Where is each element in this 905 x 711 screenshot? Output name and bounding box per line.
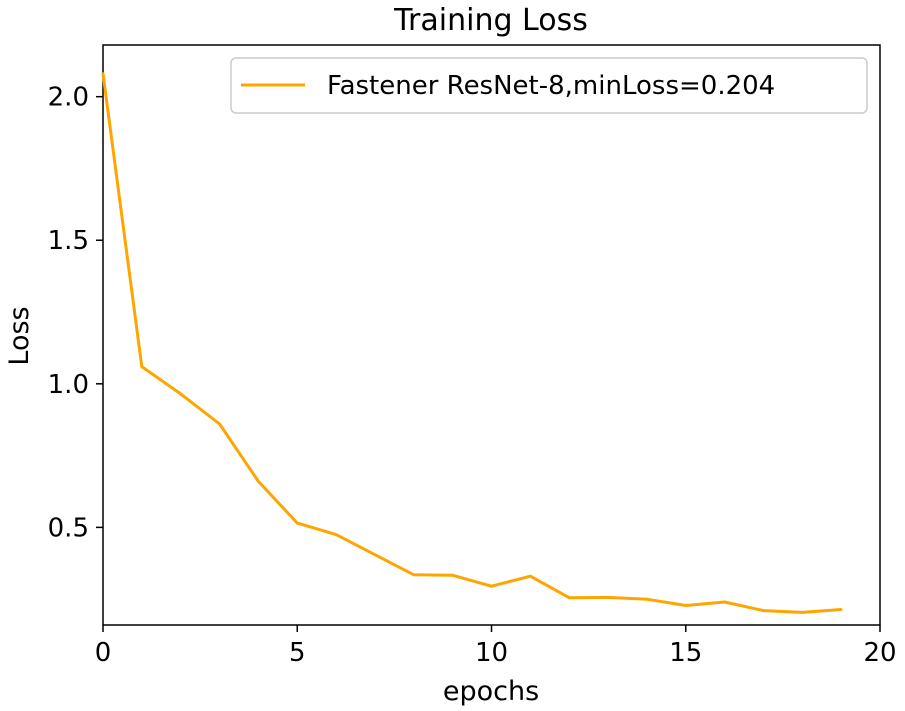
data-point [567, 596, 571, 600]
x-tick-label: 10 [475, 638, 508, 668]
plot-area [102, 44, 881, 626]
data-point [723, 600, 726, 604]
data-point [179, 392, 183, 396]
data-point [490, 584, 493, 588]
data-point [606, 596, 610, 599]
legend: Fastener ResNet-8,minLoss=0.204 [230, 57, 868, 114]
x-axis-label: epochs [443, 676, 539, 707]
data-point [684, 604, 688, 607]
series-layer [101, 72, 843, 614]
data-point [412, 573, 416, 577]
data-point [762, 609, 765, 612]
data-point [529, 574, 532, 578]
data-point [140, 365, 144, 368]
data-point [257, 480, 260, 483]
data-point [218, 422, 222, 426]
y-tick-label: 0.5 [48, 513, 89, 543]
data-point [101, 72, 105, 76]
x-tick-label: 20 [863, 638, 896, 668]
data-point [451, 573, 455, 577]
y-tick-label: 1.0 [48, 370, 89, 400]
x-tick-label: 15 [669, 638, 702, 668]
x-axis-ticks: 0 5 10 15 20 [95, 625, 897, 668]
data-point [295, 521, 299, 525]
legend-label: Fastener ResNet-8,minLoss=0.204 [327, 71, 775, 101]
data-point [334, 533, 338, 536]
data-point [800, 611, 804, 614]
y-axis-ticks: 0.5 1.0 1.5 2.0 [48, 83, 103, 543]
data-point [645, 597, 649, 601]
chart-title: Training Loss [393, 3, 588, 38]
y-tick-label: 2.0 [48, 83, 89, 113]
x-tick-label: 0 [95, 638, 112, 668]
series-line [101, 73, 842, 614]
x-tick-label: 5 [289, 638, 306, 668]
data-point [839, 608, 843, 611]
data-point [373, 553, 377, 557]
legend-box [230, 57, 868, 114]
y-tick-label: 1.5 [48, 226, 89, 256]
y-axis-label: Loss [4, 306, 35, 365]
